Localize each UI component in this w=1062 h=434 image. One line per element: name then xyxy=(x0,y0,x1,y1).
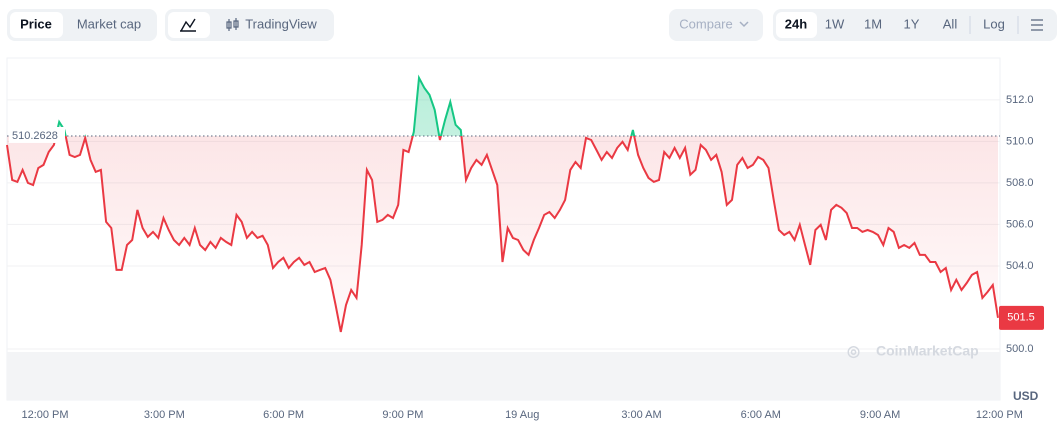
baseline-label-bg xyxy=(9,126,65,143)
range-button[interactable]: 1M xyxy=(864,16,882,31)
watermark-icon: ◎ xyxy=(847,343,860,360)
volume-area xyxy=(7,352,1000,400)
unit-label: USD xyxy=(1013,389,1039,403)
y-tick-label: 506.0 xyxy=(1006,218,1034,230)
last-price-label: 501.5 xyxy=(1007,312,1035,324)
x-tick-label: 3:00 AM xyxy=(621,409,661,421)
price-line-down xyxy=(6,135,999,333)
candle-icon xyxy=(226,18,239,31)
y-tick-label: 504.0 xyxy=(1006,260,1034,272)
area-down xyxy=(7,135,998,332)
x-tick-label: 12:00 PM xyxy=(976,409,1023,421)
y-tick-label: 512.0 xyxy=(1006,94,1034,106)
x-tick-label: 6:00 AM xyxy=(741,409,781,421)
last-price-box xyxy=(999,305,1044,330)
log-button[interactable]: Log xyxy=(983,16,1005,31)
range-group xyxy=(773,9,1057,41)
y-tick-label: 500.0 xyxy=(1006,343,1034,355)
range-button[interactable]: All xyxy=(943,16,958,31)
y-tick-label: 508.0 xyxy=(1006,177,1034,189)
range-selected xyxy=(776,12,817,38)
x-tick-label: 6:00 PM xyxy=(263,409,304,421)
y-tick-label: 510.0 xyxy=(1006,135,1034,147)
chevron xyxy=(739,21,749,28)
tradingview-button[interactable]: TradingView xyxy=(245,16,317,31)
range-button[interactable]: 1Y xyxy=(904,16,920,31)
x-tick-label: 9:00 PM xyxy=(382,409,423,421)
x-tick-label: 19 Aug xyxy=(505,409,539,421)
price-button[interactable] xyxy=(10,12,63,38)
settings-icon[interactable] xyxy=(1031,19,1043,31)
range-button[interactable]: 24h xyxy=(785,16,807,31)
x-tick-label: 3:00 PM xyxy=(144,409,185,421)
watermark: CoinMarketCap xyxy=(876,343,979,359)
baseline-label: 510.2628 xyxy=(12,130,58,142)
line-icon xyxy=(180,18,196,32)
x-tick-label: 12:00 PM xyxy=(21,409,68,421)
range-button[interactable]: 1W xyxy=(825,16,845,31)
compare-label: Compare xyxy=(679,16,732,31)
x-tick-label: 9:00 AM xyxy=(860,409,900,421)
market-cap-button[interactable]: Market cap xyxy=(77,16,141,31)
compare-button[interactable] xyxy=(669,9,763,41)
price-label: Price xyxy=(20,16,52,31)
